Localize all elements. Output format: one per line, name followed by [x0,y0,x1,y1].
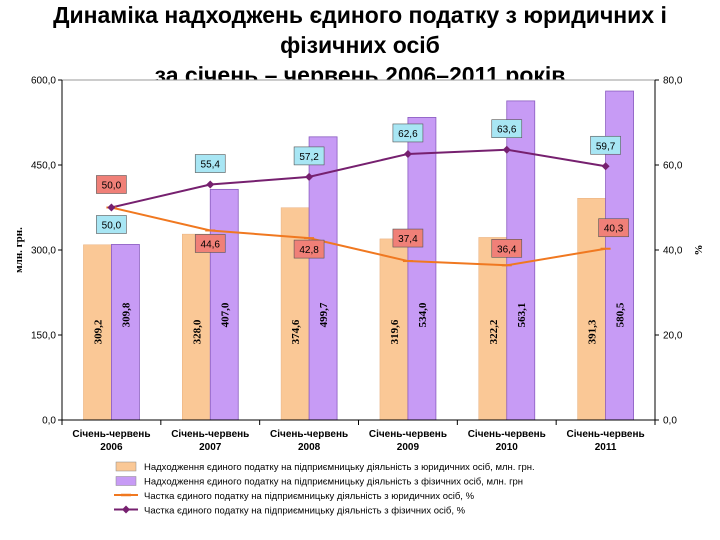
physical-share-point-label-box [590,135,621,155]
legal-share-point-label-box [491,239,523,258]
y2-tick-label: 40,0 [663,246,683,257]
x-category-label: Січень-червень [369,429,447,440]
bar-legal-value-label: 374,6 [290,319,302,344]
y-tick-label: 300,0 [31,246,56,257]
y-axis-title: млн. грн. [13,227,25,273]
lines-layer [106,145,611,267]
legend-label: Надходження єдиного податку на підприємн… [144,462,535,473]
physical-share-point-label-box [194,154,226,173]
marker-physical-share [502,145,511,154]
x-category-label: Січень-червень [72,429,150,440]
x-category-year: 2010 [496,442,519,453]
bar-legal-value-label: 391,3 [587,319,599,344]
legend-label: Частка єдиного податку на підприємницьку… [144,491,475,502]
legal-share-point-label: 40,3 [604,224,624,235]
y2-tick-label: 80,0 [663,76,683,87]
legal-share-point-label: 37,4 [398,234,418,245]
x-category-year: 2011 [595,442,617,453]
bar-physical-value-label: 309,8 [120,302,132,327]
bar-legal [478,237,507,421]
marker-physical-share [107,203,116,212]
bar-legal-value-label: 309,2 [92,319,104,344]
physical-share-point-label: 55,4 [201,160,221,171]
physical-share-point-label: 50,0 [102,221,122,232]
x-category-year: 2009 [397,442,420,453]
bar-legal-value-label: 328,0 [191,319,203,344]
bar-legal-value-label: 319,6 [389,319,401,344]
marker-physical-share [601,162,610,171]
x-category-year: 2006 [100,442,123,453]
bar-physical [111,244,140,421]
bar-legal [379,238,409,421]
legal-share-point-label-box [392,228,424,248]
legal-share-point-label-box [194,234,226,253]
axes-layer: 0,0 150,0 300,0 450,0 600,0 0,0 20,0 40,0 60,0 80… [13,76,705,454]
bar-physical [308,136,338,421]
legal-share-point-label-box [598,218,629,238]
bar-physical-value-label: 563,1 [516,303,528,328]
legal-share-point-label: 42,8 [299,245,319,256]
legend: Надходження єдиного податку на підприємн… [114,461,535,517]
bar-physical-value-label: 580,5 [615,302,627,327]
y-tick-label: 0,0 [42,416,56,427]
legend-swatch-bar [115,476,137,486]
x-category-label: Січень-червень [171,429,249,440]
physical-share-point-label: 57,2 [299,152,319,163]
legal-share-point-label-box [96,175,127,194]
bar-physical-value-label: 407,0 [219,302,231,327]
bar-physical-value-label: 499,7 [318,302,330,327]
x-category-year: 2007 [199,442,222,453]
chart-title-line-1: Динаміка надходжень єдиного податку з юр… [53,2,667,58]
legal-share-point-label: 44,6 [201,239,221,250]
y2-tick-label: 60,0 [663,161,683,172]
physical-share-point-label: 63,6 [497,125,517,136]
legend-label: Частка єдиного податку на підприємницьку… [144,506,466,517]
x-category-label: Січень-червень [270,429,348,440]
y2-tick-label: 0,0 [663,416,677,427]
legend-label: Надходження єдиного податку на підприємн… [144,477,523,488]
legal-share-point-label-box [293,239,325,259]
line-physical-share [111,148,606,209]
physical-share-point-label-box [491,119,523,138]
marker-physical-share [403,149,412,158]
y2-tick-label: 20,0 [663,331,683,342]
physical-share-point-label: 62,6 [398,129,418,140]
physical-share-point-label-box [96,215,127,234]
bar-legal-value-label: 322,2 [488,319,500,344]
marker-physical-share [305,172,314,181]
y-tick-label: 150,0 [31,331,56,342]
x-category-label: Січень-червень [567,429,645,440]
y-tick-label: 450,0 [31,161,56,172]
bars-layer [83,90,634,421]
physical-share-point-label-box [392,123,424,143]
line-legal-share [111,206,606,267]
labels-layer: 309,2 309,8 328,0 407,0 374,6 499,7 319,6 534,0… [92,119,629,344]
chart-title: Динаміка надходжень єдиного податку з юр… [0,0,720,90]
physical-share-point-label: 59,7 [596,141,616,152]
y2-axis-title: % [693,245,705,256]
legal-share-point-label: 50,0 [102,181,122,192]
marker-physical-share [206,180,215,189]
y-tick-label: 600,0 [31,76,56,87]
legend-swatch-marker [122,505,130,514]
physical-share-point-label-box [293,146,325,166]
x-category-label: Січень-червень [468,429,546,440]
bar-legal [280,207,310,421]
bar-physical [407,117,437,421]
bar-physical-value-label: 534,0 [417,302,429,327]
x-category-year: 2008 [298,442,321,453]
legal-share-point-label: 36,4 [497,244,517,255]
legend-swatch-bar [115,461,137,472]
